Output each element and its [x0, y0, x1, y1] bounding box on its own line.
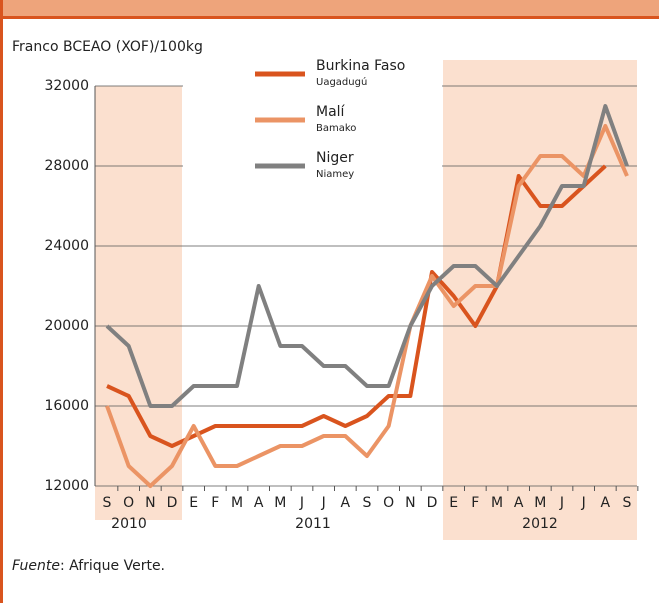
- year-label: 2011: [295, 516, 331, 532]
- x-tick-label: J: [581, 495, 586, 511]
- legend-label: Malí: [316, 104, 346, 120]
- x-tick-label: M: [534, 495, 546, 511]
- x-tick-label: M: [491, 495, 503, 511]
- left-border: [0, 0, 3, 603]
- source-label: Fuente: [12, 558, 60, 574]
- x-tick-label: M: [231, 495, 243, 511]
- x-tick-label: F: [471, 495, 479, 511]
- x-tick-label: E: [449, 495, 458, 511]
- shade-2010: [95, 86, 182, 520]
- legend-label: Burkina Faso: [316, 58, 405, 74]
- y-tick-label: 12000: [44, 478, 89, 494]
- legend-sublabel: Niamey: [316, 169, 354, 180]
- series-line: [105, 104, 629, 408]
- y-tick-label: 16000: [44, 398, 89, 414]
- x-tick-label: N: [405, 495, 415, 511]
- y-tick-label: 20000: [44, 318, 89, 334]
- y-tick-label: 24000: [44, 238, 89, 254]
- source: Fuente: Afrique Verte.: [12, 558, 165, 574]
- x-tick-label: E: [189, 495, 198, 511]
- x-tick-label: O: [123, 495, 134, 511]
- shade-2012: [443, 60, 637, 540]
- x-tick-label: A: [514, 495, 524, 511]
- legend-bg: [183, 56, 442, 172]
- x-tick-label: J: [299, 495, 304, 511]
- x-tick-label: N: [145, 495, 155, 511]
- x-tick-label: S: [363, 495, 372, 511]
- header-line: [0, 16, 659, 19]
- source-text: : Afrique Verte.: [60, 558, 165, 574]
- x-tick-label: A: [341, 495, 351, 511]
- x-tick-label: S: [103, 495, 112, 511]
- y-axis-label: Franco BCEAO (XOF)/100kg: [12, 39, 203, 55]
- year-label: 2010: [111, 516, 147, 532]
- legend-sublabel: Bamako: [316, 123, 356, 134]
- header-bar: [0, 0, 659, 18]
- x-tick-label: A: [254, 495, 264, 511]
- series-line: [105, 124, 629, 488]
- x-tick-label: J: [321, 495, 326, 511]
- x-tick-label: S: [623, 495, 632, 511]
- y-tick-label: 32000: [44, 78, 89, 94]
- x-tick-label: D: [167, 495, 178, 511]
- x-tick-label: F: [211, 495, 219, 511]
- x-tick-label: J: [559, 495, 564, 511]
- x-tick-label: D: [427, 495, 438, 511]
- legend-sublabel: Uagadugú: [316, 76, 367, 88]
- year-label: 2012: [522, 516, 558, 532]
- x-tick-label: A: [601, 495, 611, 511]
- y-tick-label: 28000: [44, 158, 89, 174]
- x-tick-label: M: [274, 495, 286, 511]
- legend-label: Niger: [316, 150, 354, 166]
- x-tick-label: O: [383, 495, 394, 511]
